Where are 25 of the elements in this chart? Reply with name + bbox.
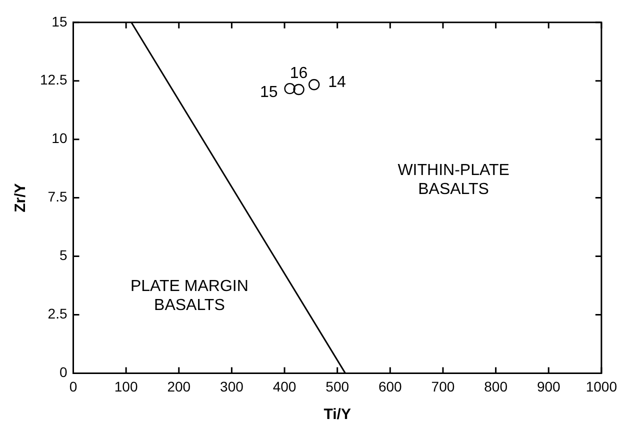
x-tick-label: 1000 [586,378,618,394]
y-tick-label: 10 [52,130,68,146]
x-tick-label: 300 [220,378,244,394]
annotation: PLATE MARGIN BASALTS [130,278,248,314]
y-axis-title: Zr/Y [12,183,30,212]
x-tick-label: 400 [272,378,296,394]
annotation: WITHIN-PLATE BASALTS [398,162,510,198]
y-tick-label: 2.5 [48,306,68,322]
x-tick-label: 700 [431,378,455,394]
x-tick-label: 800 [484,378,508,394]
x-tick-label: 100 [114,378,138,394]
x-tick-label: 600 [378,378,402,394]
y-tick-label: 15 [52,13,68,30]
x-tick-label: 0 [69,378,78,394]
x-axis-title: Ti/Y [324,406,351,424]
y-tick-label: 5 [59,247,68,264]
x-tick-label: 900 [536,378,560,394]
x-tick-label: 200 [167,378,191,394]
y-tick-label: 7.5 [48,188,68,205]
annotation: 16 [290,64,308,82]
annotation: 14 [328,74,346,92]
annotation: 15 [260,84,278,101]
y-tick-label: 12.5 [40,72,68,88]
x-tick-label: 500 [326,378,350,394]
y-tick-label: 0 [59,364,68,380]
